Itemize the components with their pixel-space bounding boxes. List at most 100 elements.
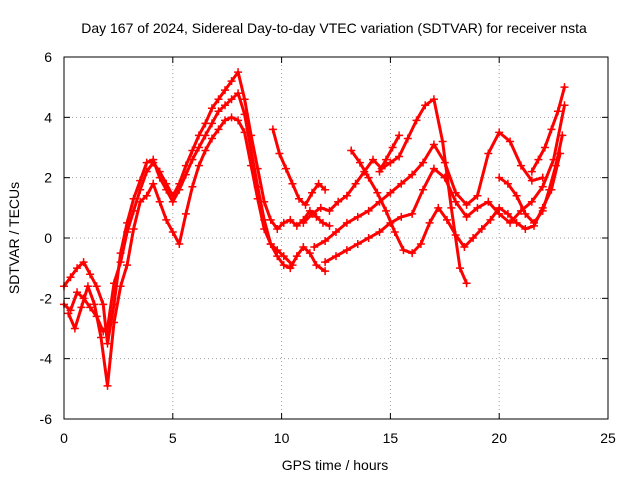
data-point-marker: [194, 161, 203, 170]
data-point-marker: [512, 218, 521, 227]
data-point-marker: [240, 128, 249, 137]
data-point-marker: [527, 197, 536, 206]
data-point-marker: [188, 155, 197, 164]
data-point-marker: [194, 143, 203, 152]
data-point-marker: [288, 179, 297, 188]
data-point-marker: [477, 224, 486, 233]
data-point-marker: [234, 116, 243, 125]
data-point-marker: [312, 261, 321, 270]
series-pass-9: [375, 131, 404, 176]
data-point-marker: [484, 149, 493, 158]
data-point-marker: [129, 224, 138, 233]
data-point-marker: [558, 131, 567, 140]
data-point-marker: [247, 161, 256, 170]
data-point-marker: [451, 230, 460, 239]
data-point-marker: [201, 146, 210, 155]
data-point-marker: [506, 137, 515, 146]
data-point-marker: [305, 249, 314, 258]
data-point-marker: [425, 218, 434, 227]
data-point-marker: [332, 252, 340, 261]
data-point-marker: [155, 173, 164, 182]
data-point-marker: [342, 246, 351, 255]
series-layer: [60, 68, 569, 390]
data-point-marker: [408, 249, 417, 258]
data-point-marker: [253, 194, 262, 203]
series-line: [301, 97, 469, 285]
data-point-marker: [279, 218, 288, 227]
data-point-marker: [240, 95, 249, 104]
data-point-marker: [207, 134, 216, 143]
data-point-marker: [273, 224, 282, 233]
data-point-marker: [545, 185, 554, 194]
data-point-marker: [462, 200, 471, 209]
data-point-marker: [386, 188, 395, 197]
data-point-marker: [347, 146, 356, 155]
series-pass-5: [299, 95, 471, 288]
data-point-marker: [155, 197, 164, 206]
data-point-marker: [530, 218, 539, 227]
data-point-marker: [395, 152, 404, 161]
data-point-marker: [473, 203, 482, 212]
data-point-marker: [234, 89, 243, 98]
data-point-marker: [419, 185, 428, 194]
data-point-marker: [547, 125, 556, 134]
data-point-marker: [136, 176, 145, 185]
data-point-marker: [86, 303, 95, 312]
data-point-marker: [227, 113, 236, 122]
data-point-marker: [373, 188, 382, 197]
data-point-marker: [188, 146, 197, 155]
data-point-marker: [240, 110, 249, 119]
series-line: [323, 103, 566, 264]
data-point-marker: [308, 188, 317, 197]
data-point-marker: [288, 261, 297, 270]
data-point-marker: [299, 243, 308, 252]
data-point-marker: [207, 104, 216, 113]
data-point-marker: [188, 182, 197, 191]
data-point-marker: [308, 209, 317, 218]
data-point-marker: [334, 197, 343, 206]
y-axis-label: SDTVAR / TECUs: [6, 182, 22, 294]
data-point-marker: [364, 234, 373, 242]
data-point-marker: [86, 270, 95, 279]
data-point-marker: [429, 140, 438, 149]
data-point-marker: [175, 185, 184, 194]
data-point-marker: [560, 83, 569, 92]
series-line: [62, 70, 331, 333]
data-point-marker: [214, 107, 223, 116]
data-point-marker: [486, 215, 495, 224]
data-point-marker: [440, 158, 449, 167]
data-point-marker: [503, 209, 512, 218]
data-point-marker: [96, 333, 105, 342]
series-pass-11: [527, 83, 569, 176]
data-point-marker: [321, 237, 330, 246]
data-point-marker: [73, 264, 82, 273]
data-point-marker: [116, 282, 125, 291]
series-line: [271, 127, 327, 207]
data-point-marker: [116, 249, 125, 258]
y-tick-label: 0: [44, 230, 52, 246]
data-point-marker: [221, 86, 230, 95]
data-point-marker: [162, 185, 171, 194]
data-point-marker: [83, 282, 92, 291]
data-point-marker: [181, 170, 190, 179]
data-point-marker: [538, 182, 547, 191]
series-line: [66, 115, 294, 388]
data-point-marker: [301, 200, 310, 209]
series-pass-4: [268, 125, 330, 209]
data-point-marker: [275, 149, 284, 158]
data-point-marker: [292, 221, 301, 230]
data-point-marker: [397, 212, 406, 221]
data-point-marker: [429, 164, 438, 173]
ticks: 0 5 10 15 20 25 -6 -4 -2 0 2 4 6: [40, 49, 616, 446]
data-point-marker: [351, 179, 360, 188]
data-point-marker: [103, 339, 112, 348]
series-pass-3: [64, 113, 297, 390]
data-point-marker: [353, 240, 362, 249]
data-point-marker: [314, 179, 323, 188]
data-point-marker: [388, 143, 397, 152]
data-point-marker: [538, 206, 547, 215]
data-point-marker: [266, 240, 275, 249]
data-point-marker: [353, 212, 362, 221]
data-point-marker: [162, 215, 171, 224]
